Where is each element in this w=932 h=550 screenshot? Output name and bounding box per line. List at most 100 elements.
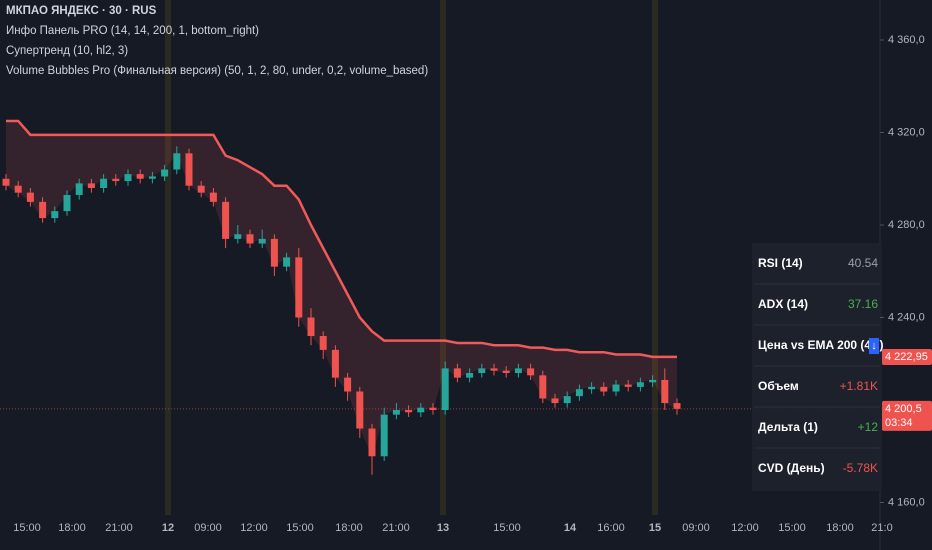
candle-body: [673, 403, 681, 409]
candle-body: [63, 194, 71, 212]
candle-body: [466, 373, 474, 378]
candle-body: [295, 257, 303, 318]
candle-body: [527, 368, 535, 376]
info-label: CVD (День): [758, 461, 825, 475]
candle-body: [490, 368, 498, 371]
x-tick-label: 15:00: [493, 522, 521, 534]
candle-body: [307, 317, 315, 337]
indicator-label: Инфо Панель PRO (14, 14, 200, 1, bottom_…: [6, 25, 259, 37]
x-tick-label: 18:00: [58, 522, 86, 534]
info-value: +1.81K: [840, 379, 878, 393]
x-tick-label: 12:00: [240, 522, 268, 534]
candle-body: [539, 375, 547, 399]
y-tick-label: 4 320,0: [888, 126, 925, 138]
candle-body: [417, 407, 425, 413]
indicator-label: Супертренд (10, hl2, 3): [6, 45, 128, 57]
x-tick-label: 12:00: [731, 522, 759, 534]
price-label-box: [882, 348, 932, 365]
x-tick-label: 21:00: [382, 522, 410, 534]
candle-body: [575, 389, 583, 397]
price-label-box: [882, 400, 932, 431]
x-tick-label: 21:0: [871, 522, 892, 534]
candle-body: [478, 368, 486, 374]
candle-body: [39, 201, 47, 219]
info-value: +12: [858, 420, 879, 434]
indicator-label: Volume Bubbles Pro (Финальная версия) (5…: [6, 65, 428, 77]
candle-body: [14, 185, 22, 193]
candle-body: [100, 178, 108, 189]
candle-body: [636, 382, 644, 387]
info-value: 37.16: [848, 297, 878, 311]
candle-body: [649, 379, 657, 383]
info-label: Объем: [758, 379, 799, 393]
y-tick-label: 4 360,0: [888, 34, 925, 46]
chart-title: МКПАО ЯНДЕКС · 30 · RUS: [6, 5, 157, 17]
candle-body: [429, 407, 437, 411]
candle-body: [246, 234, 254, 244]
candle-body: [319, 336, 327, 350]
candle-body: [356, 391, 364, 429]
candle-body: [222, 201, 230, 239]
countdown: 03:34: [885, 417, 913, 429]
candle-body: [563, 396, 571, 404]
candle-body: [600, 386, 608, 392]
candle-body: [26, 192, 34, 202]
candle-body: [258, 238, 266, 244]
candle-body: [380, 414, 388, 457]
candle-body: [197, 185, 205, 193]
x-tick-label: 15:00: [286, 522, 314, 534]
info-label: Дельта (1): [758, 420, 818, 434]
y-tick-label: 4 280,0: [888, 219, 925, 231]
candle-body: [612, 384, 620, 392]
candle-body: [185, 153, 193, 186]
info-label: Цена vs EMA 200 (4Ч): [758, 338, 884, 352]
supertrend-line: [6, 119, 677, 359]
price-label: 4 200,5: [885, 403, 922, 415]
candle-body: [441, 368, 449, 411]
candle-body: [87, 183, 95, 189]
x-tick-label: 18:00: [335, 522, 363, 534]
candle-body: [112, 178, 120, 182]
candle-body: [51, 211, 59, 219]
candle-body: [551, 398, 559, 404]
candle-body: [283, 257, 291, 267]
candle-body: [209, 192, 217, 202]
info-badge: [869, 338, 879, 354]
candle-body: [661, 379, 669, 404]
x-tick-label: 09:00: [682, 522, 710, 534]
x-tick-label: 14: [564, 522, 577, 534]
x-tick-label: 12: [162, 522, 174, 534]
x-tick-label: 13: [437, 522, 449, 534]
candle-body: [405, 410, 413, 413]
price-label: 4 222,95: [885, 351, 928, 363]
candle-body: [234, 234, 242, 239]
candle-body: [2, 178, 10, 186]
candle-body: [624, 384, 632, 387]
candle-body: [173, 153, 181, 170]
x-tick-label: 15: [649, 522, 661, 534]
candle-body: [368, 428, 376, 457]
candle-body: [75, 183, 83, 195]
candle-body: [136, 174, 144, 179]
candle-body: [161, 169, 169, 177]
x-tick-label: 15:00: [13, 522, 41, 534]
candle-body: [124, 174, 132, 182]
x-tick-label: 09:00: [194, 522, 222, 534]
trend-fill: [6, 120, 677, 457]
x-tick-label: 21:00: [105, 522, 133, 534]
info-label: ADX (14): [758, 297, 808, 311]
candle-body: [331, 349, 339, 378]
candle-body: [344, 377, 352, 392]
y-tick-label: 4 160,0: [888, 496, 925, 508]
info-value: 40.54: [848, 256, 878, 270]
info-value: ↓: [871, 340, 877, 352]
info-panel: [752, 243, 882, 491]
x-tick-label: 15:00: [778, 522, 806, 534]
x-tick-label: 18:00: [826, 522, 854, 534]
info-label: RSI (14): [758, 256, 803, 270]
info-value: -5.78K: [843, 461, 878, 475]
y-tick-label: 4 240,0: [888, 311, 925, 323]
candle-body: [148, 176, 156, 179]
candle-body: [392, 410, 400, 415]
